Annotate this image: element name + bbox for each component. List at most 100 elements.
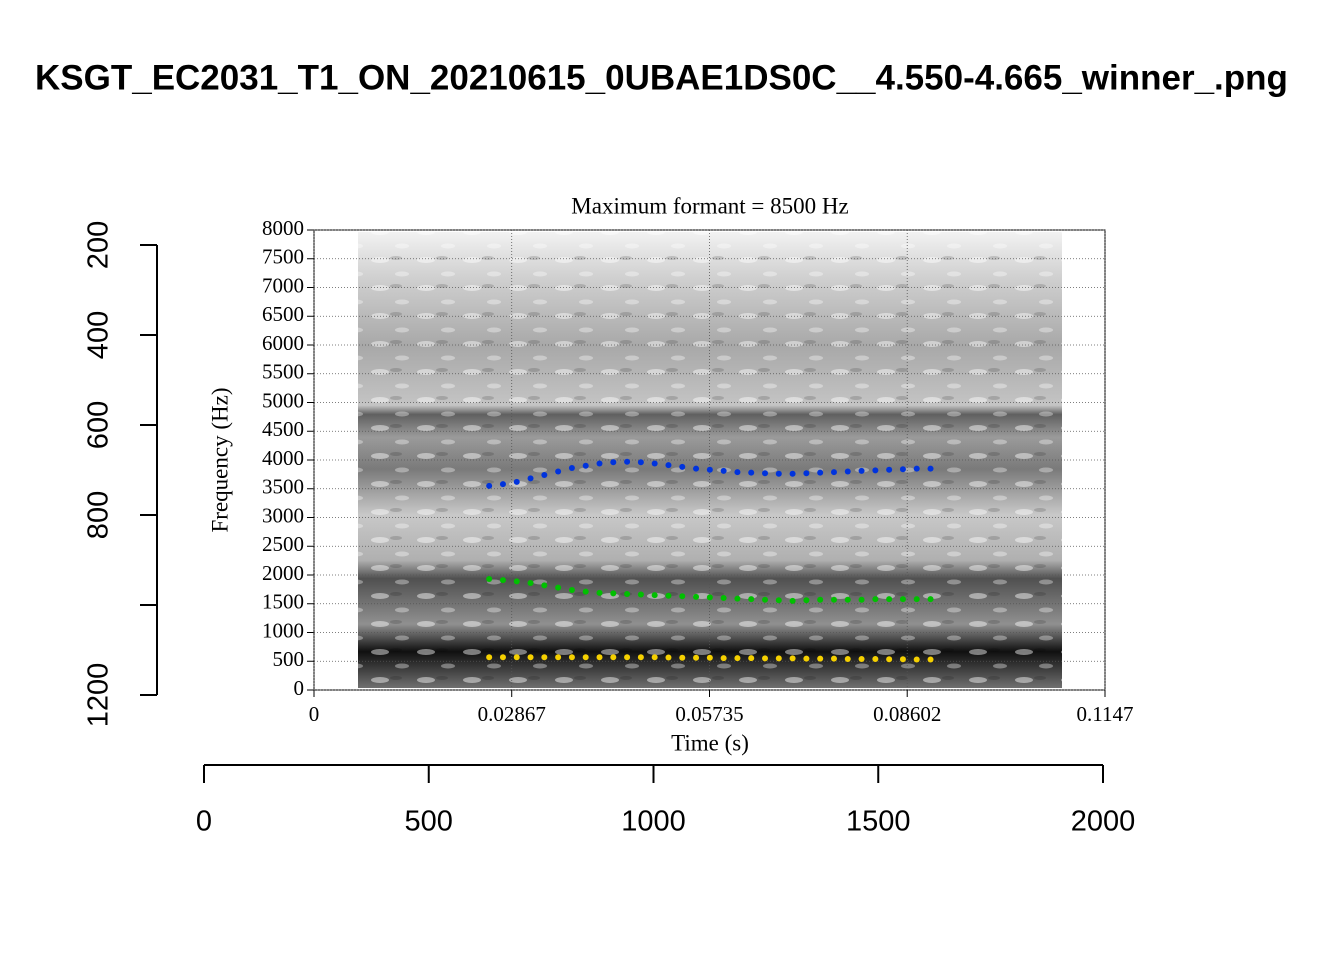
formant-point — [568, 586, 575, 593]
outer-y-tick-label: 600 — [83, 401, 115, 449]
formant-point — [762, 655, 769, 662]
formant-point — [596, 460, 603, 467]
formant-point — [596, 654, 603, 661]
formant-point — [734, 655, 741, 662]
formant-point — [830, 596, 837, 603]
formant-point — [817, 596, 824, 603]
formant-point — [582, 654, 589, 661]
formant-point — [637, 591, 644, 598]
formant-point — [817, 655, 824, 662]
formant-point — [499, 481, 506, 488]
y-tick-label: 3500 — [262, 475, 304, 499]
y-tick-label: 2000 — [262, 561, 304, 585]
formant-point — [803, 655, 810, 662]
formant-point — [748, 596, 755, 603]
formant-point — [899, 466, 906, 473]
formant-point — [610, 459, 617, 466]
formant-point — [693, 593, 700, 600]
formant-point — [555, 654, 562, 661]
formant-point — [610, 654, 617, 661]
y-tick-label: 4000 — [262, 446, 304, 470]
y-tick-label: 7500 — [262, 245, 304, 269]
y-tick-label: 2500 — [262, 532, 304, 556]
formant-point — [568, 654, 575, 661]
formant-point — [541, 471, 548, 478]
x-tick-label: 0 — [309, 702, 320, 726]
formant-point — [706, 466, 713, 473]
formant-point — [568, 465, 575, 472]
formant-point — [665, 462, 672, 469]
formant-point — [624, 654, 631, 661]
outer-y-tick-label: 1200 — [83, 663, 115, 728]
y-tick-label: 4500 — [262, 417, 304, 441]
formant-point — [665, 592, 672, 599]
formant-point — [886, 596, 893, 603]
formant-point — [858, 467, 865, 474]
plot-title: Maximum formant = 8500 Hz — [571, 193, 848, 218]
formant-point — [913, 465, 920, 472]
formant-point — [927, 596, 934, 603]
formant-point — [637, 459, 644, 466]
formant-point — [624, 458, 631, 465]
formant-point — [486, 576, 493, 583]
formant-point — [582, 588, 589, 595]
formant-point — [651, 460, 658, 467]
formant-point — [775, 597, 782, 604]
formant-point — [555, 468, 562, 475]
outer-x-tick-label: 500 — [405, 806, 453, 838]
formant-point — [665, 654, 672, 661]
y-axis-label: Frequency (Hz) — [207, 388, 232, 533]
formant-point — [541, 654, 548, 661]
formant-point — [858, 655, 865, 662]
formant-point — [817, 469, 824, 476]
y-tick-label: 5000 — [262, 388, 304, 412]
y-tick-label: 0 — [294, 676, 305, 700]
formant-point — [789, 597, 796, 604]
formant-point — [582, 462, 589, 469]
formant-point — [927, 656, 934, 663]
formant-point — [679, 593, 686, 600]
formant-point — [830, 469, 837, 476]
formant-point — [789, 655, 796, 662]
formant-point — [899, 656, 906, 663]
formant-point — [679, 654, 686, 661]
formant-point — [693, 654, 700, 661]
formant-point — [913, 596, 920, 603]
formant-point — [748, 655, 755, 662]
y-tick-label: 500 — [273, 647, 305, 671]
formant-point — [927, 465, 934, 472]
formant-point — [637, 654, 644, 661]
formant-point — [693, 465, 700, 472]
formant-point — [527, 580, 534, 587]
formant-point — [886, 656, 893, 663]
x-tick-label: 0.1147 — [1077, 702, 1134, 726]
formant-point — [844, 468, 851, 475]
y-tick-label: 3000 — [262, 503, 304, 527]
formant-point — [513, 578, 520, 585]
formant-point — [486, 654, 493, 661]
formant-point — [734, 469, 741, 476]
formant-point — [596, 589, 603, 596]
formant-point — [775, 470, 782, 477]
formant-point — [872, 655, 879, 662]
y-tick-label: 6000 — [262, 331, 304, 355]
formant-point — [775, 655, 782, 662]
formant-point — [513, 654, 520, 661]
formant-point — [803, 470, 810, 477]
formant-point — [872, 596, 879, 603]
formant-point — [706, 594, 713, 601]
outer-x-tick-label: 0 — [196, 806, 212, 838]
formant-point — [720, 655, 727, 662]
formant-point — [720, 467, 727, 474]
formant-point — [844, 596, 851, 603]
formant-point — [762, 596, 769, 603]
formant-point — [651, 654, 658, 661]
formant-point — [624, 590, 631, 597]
formant-point — [830, 655, 837, 662]
formant-point — [872, 467, 879, 474]
x-tick-label: 0.05735 — [675, 702, 743, 726]
formant-point — [610, 590, 617, 597]
formant-point — [844, 655, 851, 662]
formant-point — [499, 577, 506, 584]
